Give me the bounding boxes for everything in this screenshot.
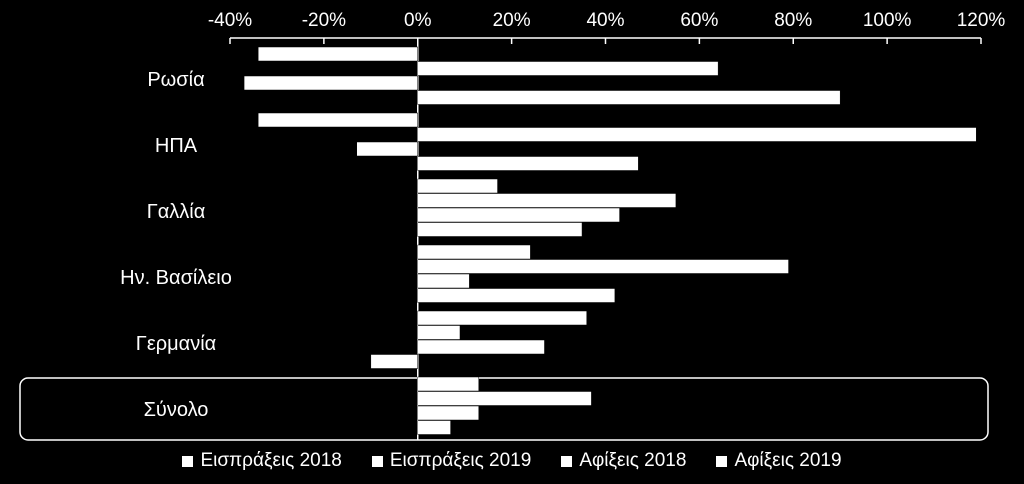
- bar: [370, 354, 418, 369]
- x-tick-label: 20%: [493, 10, 531, 31]
- legend-item-arrivals-2018: Αφίξεις 2018: [561, 450, 686, 472]
- bar: [417, 178, 498, 194]
- bar: [417, 310, 587, 326]
- legend-label: Αφίξεις 2018: [579, 450, 687, 471]
- legend-item-arrivals-2019: Αφίξεις 2019: [716, 450, 842, 472]
- bar: [257, 112, 418, 128]
- bar: [257, 46, 418, 62]
- legend-label: Εισπράξεις 2018: [200, 450, 342, 471]
- bar: [417, 61, 719, 76]
- legend-swatch: [561, 455, 573, 467]
- x-tick-label: 60%: [680, 10, 718, 31]
- highlight-box: [19, 377, 989, 441]
- bar: [417, 405, 480, 421]
- x-tick-label: 100%: [863, 10, 912, 31]
- legend-swatch: [371, 455, 383, 467]
- category-label: Ρωσία: [147, 69, 204, 91]
- category-label: Ην. Βασίλειο: [120, 267, 232, 289]
- legend-label: Εισπράξεις 2019: [389, 450, 532, 471]
- legend: Εισπράξεις 2018 Εισπράξεις 2019 Αφίξεις …: [0, 448, 1024, 474]
- category-label: Σύνολο: [144, 399, 209, 421]
- bar: [243, 75, 418, 91]
- chart: -40% -20% 0% 20% 40% 60% 80% 100% 120% Ρωσία ΗΠΑ Γα…: [19, 10, 1006, 441]
- category-label: Γαλλία: [147, 201, 206, 223]
- bar: [417, 420, 451, 435]
- category-label: Γερμανία: [136, 333, 216, 355]
- x-tick-label: 40%: [586, 10, 624, 31]
- bar: [417, 90, 841, 105]
- category-label: ΗΠΑ: [155, 135, 198, 157]
- bar: [356, 141, 419, 157]
- bar: [417, 273, 470, 289]
- bar: [417, 259, 789, 274]
- bar: [417, 207, 620, 223]
- legend-item-receipts-2019: Εισπράξεις 2019: [371, 450, 532, 472]
- bar: [417, 376, 480, 392]
- x-tick-label: -20%: [302, 10, 346, 31]
- legend-swatch: [716, 455, 728, 467]
- bar: [417, 339, 545, 355]
- bar: [417, 288, 616, 303]
- x-tick-label: 120%: [957, 10, 1006, 31]
- bar: [417, 193, 677, 208]
- legend-swatch: [182, 455, 194, 467]
- bar: [417, 127, 977, 142]
- bar: [417, 156, 639, 171]
- legend-label: Αφίξεις 2019: [734, 450, 842, 471]
- legend-item-receipts-2018: Εισπράξεις 2018: [182, 450, 342, 472]
- bar: [417, 244, 531, 260]
- bar: [417, 222, 583, 237]
- bar: [417, 325, 461, 340]
- x-tick-label: 0%: [404, 10, 432, 31]
- bar: [417, 391, 592, 406]
- x-tick-label: 80%: [774, 10, 812, 31]
- x-tick-label: -40%: [208, 10, 252, 31]
